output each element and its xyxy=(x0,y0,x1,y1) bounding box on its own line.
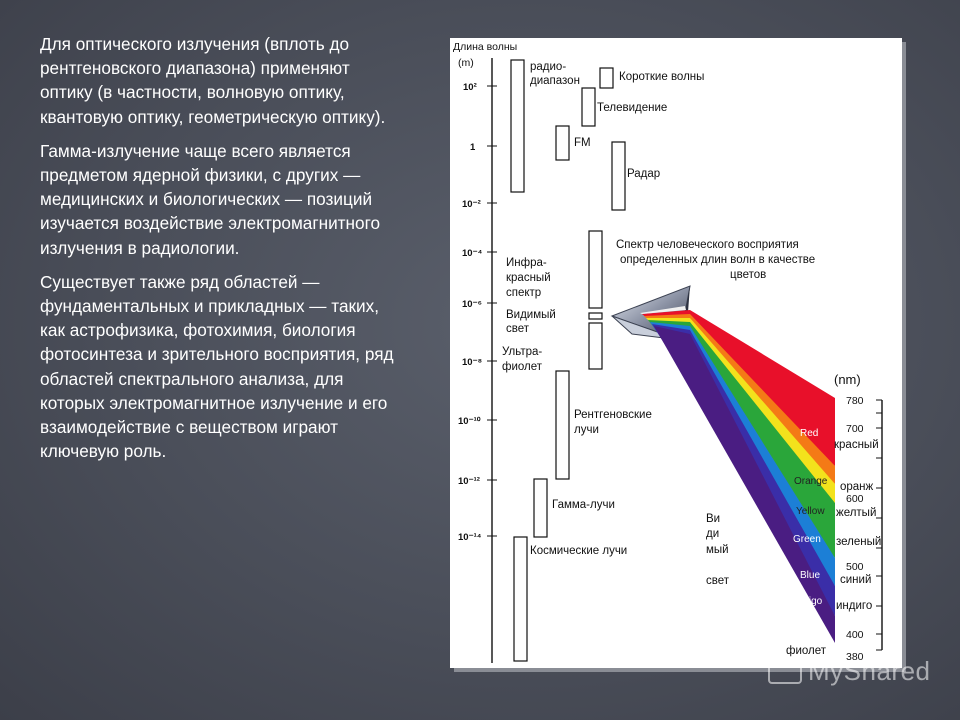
band-short-waves xyxy=(599,67,614,89)
visible-light-label: Ви xyxy=(706,513,720,525)
nm-value: 500 xyxy=(846,561,864,573)
nm-value: 780 xyxy=(846,395,864,407)
color-label-ru: красный xyxy=(834,439,879,451)
band-ultraviolet xyxy=(588,322,603,370)
visible-light-label: ди xyxy=(706,528,719,540)
tick-label: 10⁻² xyxy=(462,199,481,210)
band-radar-label: Радар xyxy=(627,168,660,180)
tick-label: 10² xyxy=(463,82,477,93)
watermark-text: MyShared xyxy=(808,656,931,686)
band-xray xyxy=(555,370,570,480)
text-column: Для оптического излучения (вплоть до рен… xyxy=(40,32,400,473)
nm-value: 400 xyxy=(846,629,864,641)
tick-label: 10⁻⁶ xyxy=(462,299,482,310)
tick-label: 10⁻¹⁰ xyxy=(458,416,481,427)
band-visible-label: Видимый xyxy=(506,309,556,321)
band-fm xyxy=(555,125,570,161)
color-label-ru: желтый xyxy=(836,507,876,519)
color-label-en: Yellow xyxy=(796,506,825,517)
tick-label: 1 xyxy=(470,142,476,153)
band-ir-label: красный xyxy=(506,272,551,284)
dispersed-spectrum xyxy=(640,306,835,643)
nm-ticks xyxy=(876,399,882,651)
band-xray-label: Рентгеновские xyxy=(574,409,652,421)
band-cosmic-label: Космические лучи xyxy=(530,545,627,557)
presentation-icon xyxy=(768,656,802,685)
band-xray-label: лучи xyxy=(574,424,599,436)
axis-unit: (m) xyxy=(458,57,474,69)
spectrum-diagram-svg: Длина волны (m) 10² 1 10⁻² 10⁻⁴ 10⁻⁶ 10⁻… xyxy=(453,41,883,663)
band-radio-label: диапазон xyxy=(530,75,580,87)
nm-value: 600 xyxy=(846,493,864,505)
band-uv-label: Ультра- xyxy=(502,346,542,358)
spectrum-diagram: Длина волны (m) 10² 1 10⁻² 10⁻⁴ 10⁻⁶ 10⁻… xyxy=(450,38,902,668)
nm-value: 700 xyxy=(846,423,864,435)
band-gamma xyxy=(533,478,548,538)
band-ir-label: Инфра- xyxy=(506,257,547,269)
color-label-en: Green xyxy=(793,534,821,545)
color-label-ru: синий xyxy=(840,574,871,586)
color-label-en: Indigo xyxy=(795,596,823,607)
paragraph-gamma: Гамма-излучение чаще всего является пред… xyxy=(40,140,381,258)
perception-caption: Спектр человеческого восприятия xyxy=(616,239,799,251)
tick-label: 10⁻⁸ xyxy=(462,357,482,368)
visible-light-label: свет xyxy=(706,575,730,587)
color-label-ru: фиолет xyxy=(786,645,827,657)
band-radio-label: радио- xyxy=(530,61,566,73)
band-visible xyxy=(588,312,603,320)
tick-label: 10⁻¹⁴ xyxy=(458,532,482,543)
band-uv-label: фиолет xyxy=(502,361,543,373)
band-radio xyxy=(510,59,525,193)
color-label-ru: индиго xyxy=(836,600,872,612)
color-label-en: Blue xyxy=(800,570,820,581)
axis-title: Длина волны xyxy=(453,41,517,53)
tick-label: 10⁻⁴ xyxy=(462,248,483,259)
band-ir-label: спектр xyxy=(506,287,541,299)
nm-value: 380 xyxy=(846,651,864,663)
color-label-en: Violet xyxy=(798,629,823,640)
band-short-waves-label: Короткие волны xyxy=(619,71,704,83)
color-label-en: Orange xyxy=(794,476,828,487)
visible-light-label: мый xyxy=(706,544,729,556)
tick-label: 10⁻¹² xyxy=(458,476,480,487)
paragraph-fields: Существует также ряд областей — фундамен… xyxy=(40,271,394,462)
band-tv xyxy=(581,87,596,127)
watermark: MyShared xyxy=(768,656,931,687)
band-radar xyxy=(611,141,626,211)
band-visible-label: свет xyxy=(506,323,530,335)
nm-unit: (nm) xyxy=(834,372,861,387)
color-label-ru: зеленый xyxy=(836,536,881,548)
band-cosmic xyxy=(513,536,528,662)
axis-ticks xyxy=(487,85,497,537)
color-label-en: Red xyxy=(800,428,818,439)
color-label-ru: оранж xyxy=(840,481,874,493)
band-tv-label: Телевидение xyxy=(597,102,667,114)
band-gamma-label: Гамма-лучи xyxy=(552,499,615,511)
perception-caption: цветов xyxy=(730,269,766,281)
band-infrared xyxy=(588,230,603,309)
paragraph-optics: Для оптического излучения (вплоть до рен… xyxy=(40,34,386,127)
band-fm-label: FM xyxy=(574,137,591,149)
perception-caption: определенных длин волн в качестве xyxy=(620,254,815,266)
